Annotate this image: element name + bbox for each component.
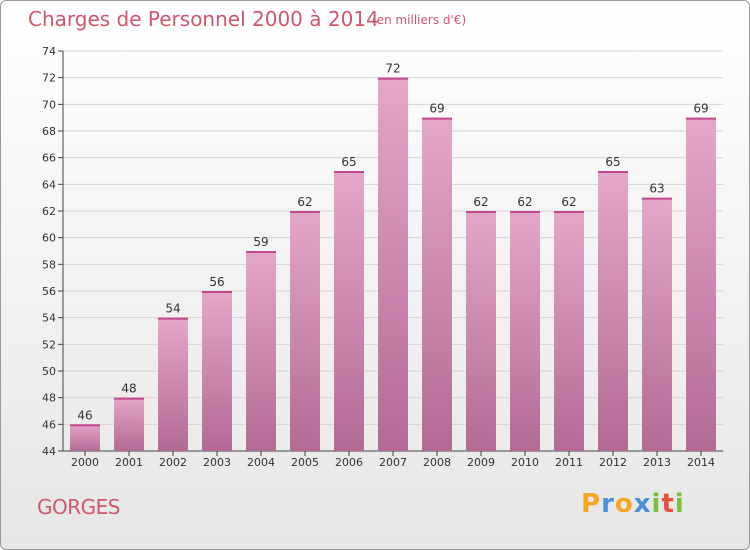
value-labels: 46 48 54 56 59 62 65 72 69 62 62 62 65 63 69 [77,62,708,423]
y-tick-label: 54 [42,312,56,325]
y-tick-label: 62 [42,205,56,218]
bar-top-edge [510,211,540,213]
y-tick-label: 44 [42,445,56,458]
value-label: 62 [473,195,488,209]
bar-top-edge [422,117,452,120]
bar-top-edge [246,251,276,253]
x-tick-label: 2011 [555,456,583,469]
x-tick-label: 2014 [687,456,715,469]
y-tick-label: 48 [42,392,56,405]
bar-2012 [598,171,628,451]
bar-2005 [290,211,320,451]
chart-subtitle: (en milliers d'€) [372,13,467,27]
value-label: 62 [297,195,312,209]
y-tick-label: 58 [42,258,56,271]
bar-top-edge [686,117,716,120]
logo-letter: i [651,489,662,519]
value-label: 72 [385,62,400,76]
value-label: 62 [517,195,532,209]
bar-top-edge [290,211,320,213]
y-tick-label: 50 [42,365,56,378]
x-tick-label: 2001 [115,456,143,469]
value-label: 56 [209,275,224,289]
y-tick-label: 56 [42,285,56,298]
bar-top-edge [334,171,364,173]
y-tick-label: 72 [42,72,56,85]
bar-2011 [554,211,584,451]
x-tick-label: 2008 [423,456,451,469]
bar-2003 [202,291,232,451]
y-tick-label: 46 [42,418,56,431]
x-tick-label: 2006 [335,456,363,469]
x-tick-label: 2002 [159,456,187,469]
value-label: 69 [429,102,444,116]
bar-top-edge [378,77,408,80]
x-tick-label: 2003 [203,456,231,469]
bars [70,77,716,452]
bar-2004 [246,251,276,451]
value-label: 54 [165,302,180,316]
y-tick-label: 68 [42,125,56,138]
bar-2006 [334,171,364,451]
value-label: 65 [605,155,620,169]
bar-top-edge [114,397,144,400]
value-label: 46 [77,408,92,422]
y-tick-label: 60 [42,232,56,245]
y-tick-label: 52 [42,338,56,351]
bar-2007 [378,77,408,452]
bar-2008 [422,117,452,452]
bar-2014 [686,117,716,452]
bar-top-edge [70,424,100,427]
bar-top-edge [554,211,584,213]
x-tick-label: 2009 [467,456,495,469]
bar-top-edge [202,291,232,293]
value-label: 59 [253,235,268,249]
value-label: 62 [561,195,576,209]
chart-title: Charges de Personnel 2000 à 2014 [28,7,379,31]
logo-letter: i [674,489,685,519]
value-label: 69 [693,102,708,116]
logo-letter: x [633,489,652,519]
bar-top-edge [158,317,188,320]
logo-letter: r [601,489,615,519]
value-label: 65 [341,155,356,169]
bar-2001 [114,397,144,451]
y-tick-label: 74 [42,45,56,58]
y-tick-label: 66 [42,152,56,165]
x-tick-label: 2007 [379,456,407,469]
logo-letter: P [581,489,602,519]
value-label: 63 [649,182,664,196]
x-tick-label: 2013 [643,456,671,469]
bar-2013 [642,197,672,451]
bar-2002 [158,317,188,451]
bar-top-edge [598,171,628,173]
x-tick-label: 2004 [247,456,275,469]
bar-top-edge [642,197,672,200]
value-label: 48 [121,382,136,396]
bar-top-edge [466,211,496,213]
proxiti-logo: Proxiti [581,489,685,519]
bar-2010 [510,211,540,451]
x-tick-label: 2012 [599,456,627,469]
logo-letter: t [661,489,675,519]
bar-2009 [466,211,496,451]
commune-name: GORGES [37,495,120,519]
x-tick-label: 2000 [71,456,99,469]
x-tick-label: 2010 [511,456,539,469]
y-tick-label: 64 [42,178,56,191]
y-tick-label: 70 [42,98,56,111]
x-tick-label: 2005 [291,456,319,469]
logo-letter: o [614,489,634,519]
bar-2000 [70,424,100,451]
